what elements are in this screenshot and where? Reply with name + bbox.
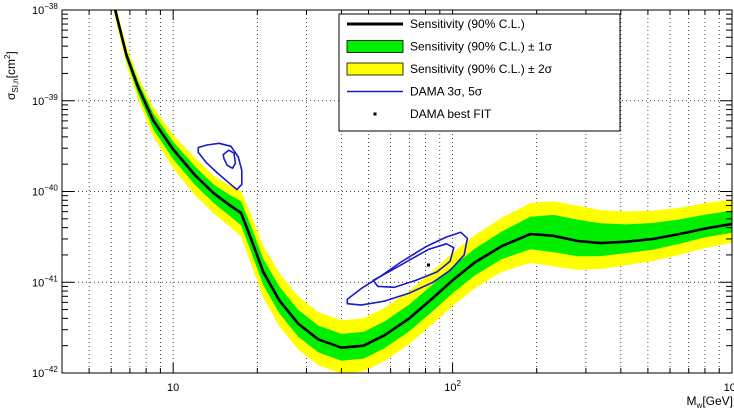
y-tick-label-exp: −40 [44, 184, 58, 193]
y-tick-label: 10−38 [32, 2, 58, 17]
x-axis-title-sub: w [696, 401, 703, 410]
sensitivity-curve-group [113, 10, 732, 350]
y-tick-label-exp: −38 [44, 2, 58, 11]
legend-label: DAMA 3σ, 5σ [410, 85, 483, 99]
x-tick-label-base: 10 [724, 382, 734, 394]
dama-contour-1 [197, 142, 243, 191]
x-tick-label-exp: 2 [456, 379, 461, 388]
y-tick-label-base: 10 [32, 368, 44, 380]
y-tick-label: 10−42 [32, 365, 58, 380]
legend-swatch-box [346, 62, 404, 76]
y-tick-label-base: 10 [32, 96, 44, 108]
y-tick-label-base: 10 [32, 187, 44, 199]
legend-swatch-marker [373, 112, 377, 116]
legend-label: DAMA best FIT [410, 107, 492, 121]
axis-ticks [62, 9, 732, 374]
legend-label: Sensitivity (90% C.L.) [410, 17, 525, 31]
y-tick-label-exp: −39 [44, 93, 58, 102]
y-tick-label-exp: −42 [44, 365, 58, 374]
y-axis-title-close: ] [4, 51, 18, 54]
x-axis-title: Mw[GeV] [687, 394, 733, 410]
band-1sigma [115, 10, 732, 361]
x-tick-label: 103 [724, 379, 734, 394]
y-axis-title: σSI,n[cm2] [3, 51, 20, 100]
x-tick-label-base: 10 [444, 382, 456, 394]
y-tick-label: 10−39 [32, 93, 58, 108]
y-axis-title-sup: 2 [3, 54, 12, 59]
dama-contour-4 [372, 243, 455, 289]
y-axis-title-base: σ [4, 92, 18, 100]
x-tick-label: 10 [167, 382, 179, 394]
x-tick-label-base: 10 [167, 382, 179, 394]
dama-contours [197, 142, 469, 306]
y-tick-label: 10−41 [32, 274, 58, 289]
dama-contour-3 [346, 231, 469, 306]
y-axis-title-sub: SI,n [11, 78, 20, 92]
legend: Sensitivity (90% C.L.) Sensitivity (90% C… [338, 13, 621, 132]
x-tick-label: 102 [444, 379, 461, 394]
dama-best-fit-group [427, 263, 431, 267]
y-tick-label-base: 10 [32, 5, 44, 17]
dama-contour-2 [222, 149, 237, 170]
plot-frame [61, 9, 733, 374]
x-axis-title-base: M [687, 394, 697, 408]
dama-best-fit-marker [427, 263, 431, 267]
legend-label: Sensitivity (90% C.L.) ± 1σ [410, 40, 553, 54]
x-axis-title-unit: [GeV] [702, 394, 733, 408]
y-axis-title-unit: [cm [4, 59, 18, 78]
y-tick-label-base: 10 [32, 277, 44, 289]
legend-items: Sensitivity (90% C.L.) Sensitivity (90% C… [346, 17, 553, 121]
y-tick-label: 10−40 [32, 184, 58, 199]
sensitivity-curve [113, 10, 732, 350]
y-tick-label-exp: −41 [44, 274, 58, 283]
legend-label: Sensitivity (90% C.L.) ± 2σ [410, 62, 553, 76]
legend-swatch-box [346, 40, 404, 53]
